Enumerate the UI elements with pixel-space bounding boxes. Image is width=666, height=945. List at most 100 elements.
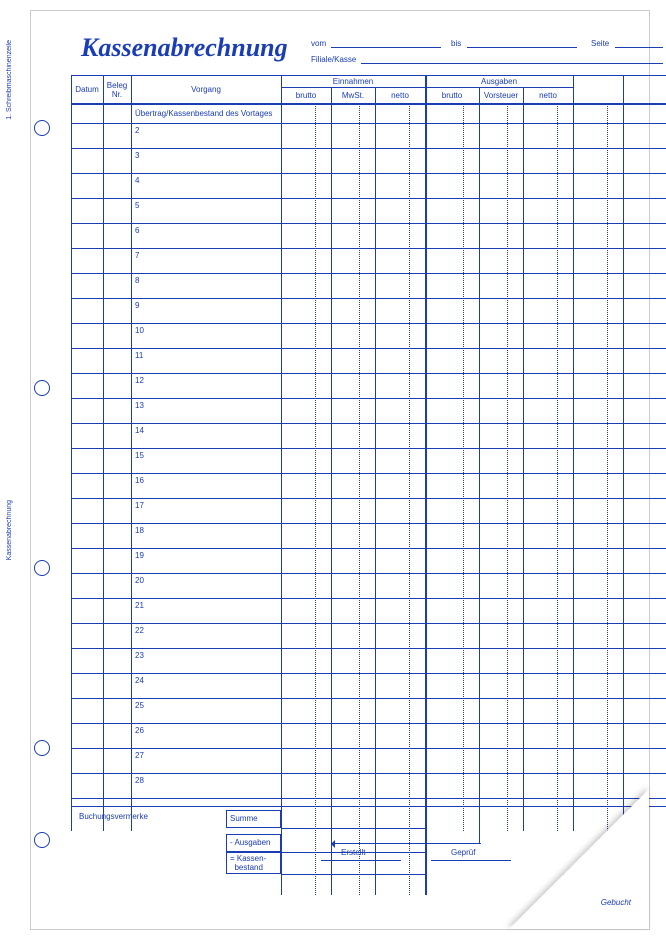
row-number: 12 — [135, 376, 144, 385]
footer-label: - Ausgaben — [230, 838, 270, 847]
col-header: netto — [523, 91, 573, 100]
label-seite: Seite — [591, 39, 609, 48]
label-filiale: Filiale/Kasse — [311, 55, 356, 64]
grid-line — [71, 698, 666, 699]
punch-hole — [34, 560, 50, 576]
footer-label: = Kassen- bestand — [230, 854, 266, 872]
grid-line — [71, 673, 666, 674]
grid-line — [71, 198, 666, 199]
row-number: 2 — [135, 126, 139, 135]
row-number: 23 — [135, 651, 144, 660]
grid-line — [71, 223, 666, 224]
grid-line — [71, 473, 666, 474]
col-header: brutto — [281, 91, 331, 100]
grid-line — [71, 623, 666, 624]
grid-line — [103, 75, 104, 831]
col-header: netto — [375, 91, 425, 100]
row-number: 9 — [135, 301, 139, 310]
row-number: 22 — [135, 626, 144, 635]
row-number: 20 — [135, 576, 144, 585]
row-number: 11 — [135, 351, 143, 360]
grid-line — [71, 523, 666, 524]
grid-line — [507, 103, 508, 831]
row-number: 15 — [135, 451, 144, 460]
label-bis: bis — [451, 39, 461, 48]
grid-line — [71, 423, 666, 424]
punch-hole — [34, 120, 50, 136]
col-header: brutto — [425, 91, 479, 100]
footer-label: Summe — [230, 814, 258, 823]
grid-line — [71, 448, 666, 449]
row-number: 26 — [135, 726, 144, 735]
col-header: Datum — [71, 85, 103, 94]
grid-line — [71, 273, 666, 274]
label-gebucht: Gebucht — [601, 898, 631, 907]
grid-line — [71, 598, 666, 599]
grid-line — [607, 103, 608, 831]
grid-line — [71, 103, 666, 105]
row-number: 16 — [135, 476, 144, 485]
row-number: 3 — [135, 151, 139, 160]
row-number: 27 — [135, 751, 144, 760]
row-number: 4 — [135, 176, 139, 185]
line-seite — [615, 47, 663, 48]
grid-line — [71, 298, 666, 299]
punch-hole — [34, 380, 50, 396]
grid-line — [131, 75, 132, 831]
punch-hole — [34, 740, 50, 756]
grid-line — [71, 75, 72, 831]
grid-line — [281, 828, 425, 829]
grid-line — [359, 103, 360, 895]
row-number: 17 — [135, 501, 144, 510]
row-number: 5 — [135, 201, 139, 210]
row-number: 25 — [135, 701, 144, 710]
grid-line — [71, 723, 666, 724]
grid-line — [71, 773, 666, 774]
row-number: 18 — [135, 526, 144, 535]
row-number: 7 — [135, 251, 139, 260]
row-number: 10 — [135, 326, 144, 335]
side-label-top: 1. Schreibmaschinenzeile — [6, 40, 13, 120]
grid-line — [479, 810, 480, 843]
row-number: 28 — [135, 776, 144, 785]
line-filiale — [361, 63, 663, 64]
form-title: Kassenabrechnung — [81, 33, 288, 63]
row-number: 13 — [135, 401, 144, 410]
row-number: 24 — [135, 676, 144, 685]
col-header: Ausgaben — [425, 77, 573, 86]
col-header: Vorsteuer — [479, 91, 523, 100]
form-page: Kassenabrechnung vom bis Seite Filiale/K… — [30, 10, 650, 930]
footer-label: Erstellt — [341, 848, 365, 857]
row-number: 8 — [135, 276, 139, 285]
col-header: BelegNr. — [103, 81, 131, 99]
grid-line — [71, 648, 666, 649]
grid-line — [71, 748, 666, 749]
grid-line — [281, 874, 425, 875]
label-buchungsvermerke: Buchungsvermerke — [79, 812, 148, 821]
grid-line — [315, 103, 316, 895]
grid-line — [71, 498, 666, 499]
grid-line — [71, 548, 666, 549]
grid-line — [623, 75, 624, 831]
grid-line — [71, 398, 666, 399]
grid-line — [71, 248, 666, 249]
grid-line — [281, 87, 573, 88]
grid-line — [71, 148, 666, 149]
grid-line — [557, 103, 558, 831]
footer-label: Geprüf — [451, 848, 475, 857]
grid-line — [71, 373, 666, 374]
grid-line — [573, 75, 574, 831]
col-header: MwSt. — [331, 91, 375, 100]
grid-line — [71, 348, 666, 349]
page-corner-fold: Gebucht — [509, 789, 649, 929]
line-bis — [467, 47, 577, 48]
row-number: 21 — [135, 601, 144, 610]
grid-line — [71, 173, 666, 174]
row-number: 6 — [135, 226, 139, 235]
grid-line — [71, 75, 666, 76]
grid-line — [321, 860, 401, 861]
grid-line — [409, 103, 410, 895]
row-number: 14 — [135, 426, 144, 435]
first-row-label: Übertrag/Kassenbestand des Vortages — [135, 109, 272, 118]
grid-line — [71, 573, 666, 574]
